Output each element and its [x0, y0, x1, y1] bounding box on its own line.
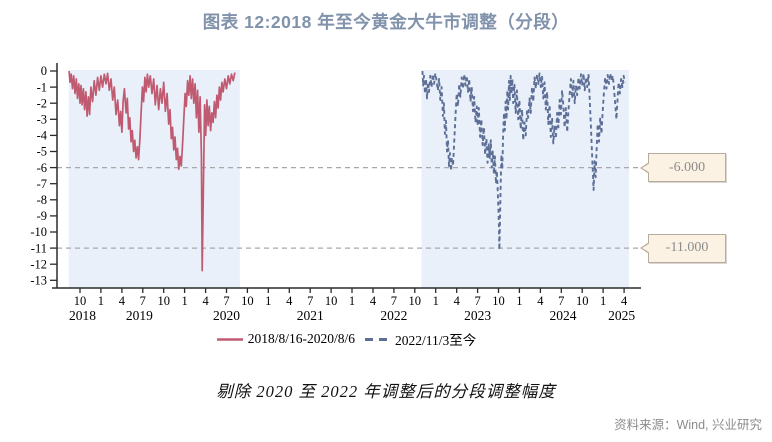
svg-text:2023: 2023	[464, 308, 491, 323]
dashed-line-icon	[364, 337, 391, 341]
svg-text:1: 1	[181, 294, 187, 308]
svg-text:10: 10	[74, 294, 87, 308]
svg-text:-5: -5	[37, 145, 47, 159]
svg-text:2024: 2024	[550, 308, 577, 323]
svg-text:-2: -2	[37, 96, 47, 110]
svg-text:4: 4	[370, 294, 377, 308]
chart-title: 图表 12:2018 年至今黄金大牛市调整（分段）	[202, 12, 570, 32]
svg-text:2018: 2018	[69, 308, 96, 323]
svg-text:7: 7	[474, 294, 480, 308]
svg-text:10: 10	[157, 294, 170, 308]
svg-text:-6: -6	[37, 161, 47, 175]
svg-text:10: 10	[576, 294, 589, 308]
svg-text:1: 1	[433, 294, 439, 308]
svg-text:4: 4	[119, 294, 126, 308]
svg-text:1: 1	[265, 294, 271, 308]
svg-text:1: 1	[516, 294, 522, 308]
legend-item-2018-segment: 2018/8/16-2020/8/6	[216, 331, 355, 347]
svg-text:1: 1	[349, 294, 355, 308]
reference-label-11: -11.000	[665, 240, 709, 256]
svg-text:-9: -9	[37, 209, 47, 223]
svg-text:4: 4	[286, 294, 293, 308]
svg-text:0: 0	[41, 64, 47, 78]
svg-text:-3: -3	[37, 113, 47, 127]
svg-text:-4: -4	[37, 129, 48, 143]
svg-text:7: 7	[391, 294, 397, 308]
svg-text:1: 1	[98, 294, 104, 308]
svg-text:2025: 2025	[608, 308, 635, 323]
chart-legend: 2018/8/16-2020/8/6 2022/11/3至今	[57, 329, 635, 349]
svg-text:10: 10	[241, 294, 254, 308]
reference-callout-11: -11.000	[640, 233, 726, 263]
svg-text:10: 10	[492, 294, 505, 308]
svg-text:1: 1	[600, 294, 606, 308]
svg-text:4: 4	[537, 294, 544, 308]
svg-text:-13: -13	[30, 274, 47, 288]
data-source: 资料来源：Wind, 兴业研究	[614, 418, 762, 432]
legend-item-2022-segment: 2022/11/3至今	[364, 329, 477, 349]
solid-line-icon	[216, 337, 243, 341]
legend-label: 2022/11/3至今	[394, 333, 477, 348]
svg-text:7: 7	[558, 294, 564, 308]
svg-text:10: 10	[325, 294, 338, 308]
svg-text:2021: 2021	[297, 308, 324, 323]
reference-label-6: -6.000	[668, 159, 706, 175]
svg-text:4: 4	[454, 294, 461, 308]
svg-text:4: 4	[621, 294, 628, 308]
svg-text:7: 7	[307, 294, 313, 308]
svg-text:4: 4	[202, 294, 209, 308]
svg-text:-12: -12	[30, 257, 47, 271]
legend-label: 2018/8/16-2020/8/6	[247, 331, 355, 346]
svg-text:7: 7	[223, 294, 229, 308]
figure-caption: 剔除 2020 至 2022 年调整后的分段调整幅度	[216, 382, 556, 401]
svg-text:-1: -1	[37, 80, 47, 94]
svg-text:2022: 2022	[380, 308, 407, 323]
svg-text:-11: -11	[31, 241, 47, 255]
reference-callout-6: -6.000	[640, 153, 726, 183]
svg-text:7: 7	[140, 294, 146, 308]
svg-text:2020: 2020	[213, 308, 240, 323]
svg-text:-7: -7	[37, 177, 47, 191]
svg-text:-10: -10	[30, 225, 47, 239]
svg-text:-8: -8	[37, 193, 47, 207]
svg-text:10: 10	[409, 294, 422, 308]
svg-text:2019: 2019	[126, 308, 153, 323]
